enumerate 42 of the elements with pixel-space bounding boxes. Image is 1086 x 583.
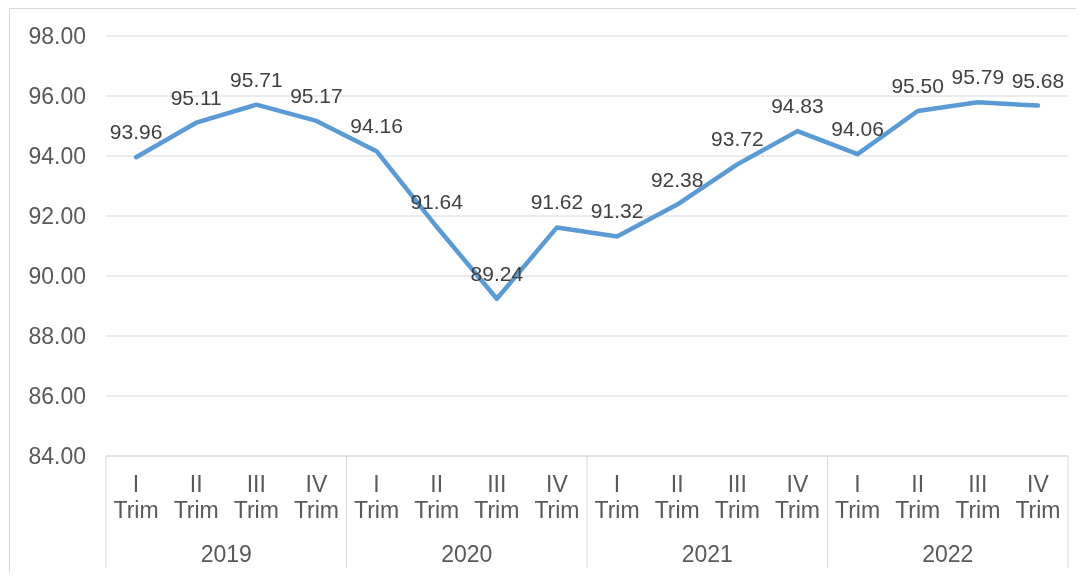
data-label: 94.83 bbox=[771, 94, 824, 118]
text: 2019 bbox=[200, 541, 252, 567]
x-tick-label: II Trim bbox=[173, 471, 219, 523]
data-label: 95.17 bbox=[290, 83, 343, 107]
y-tick-label: 86.00 bbox=[28, 383, 86, 410]
x-tick-label: III Trim bbox=[474, 471, 520, 523]
x-tick-label: IV Trim bbox=[1015, 471, 1061, 523]
data-label: 93.96 bbox=[109, 120, 163, 144]
data-label: 91.32 bbox=[590, 199, 644, 223]
x-tick-label: IV Trim bbox=[774, 471, 820, 523]
x-tick-label: I Trim bbox=[113, 471, 159, 523]
y-tick-label: 98.00 bbox=[28, 23, 86, 50]
text: 2020 bbox=[441, 541, 493, 567]
y-tick-label: 88.00 bbox=[28, 323, 86, 350]
data-label: 93.72 bbox=[711, 127, 764, 151]
data-label: 94.16 bbox=[350, 114, 403, 138]
data-label: 94.06 bbox=[831, 117, 884, 141]
x-tick-label: I Trim bbox=[835, 471, 881, 523]
data-label: 95.71 bbox=[230, 67, 283, 91]
x-tick-label: II Trim bbox=[414, 471, 460, 523]
y-tick-label: 90.00 bbox=[28, 263, 86, 290]
x-tick-label: I Trim bbox=[354, 471, 400, 523]
data-label: 95.11 bbox=[170, 85, 222, 109]
y-tick-label: 96.00 bbox=[28, 83, 86, 110]
x-tick-label: IV Trim bbox=[534, 471, 580, 523]
data-label: 95.68 bbox=[1011, 68, 1065, 92]
y-tick-label: 92.00 bbox=[28, 203, 86, 230]
text: 2021 bbox=[681, 541, 733, 567]
x-tick-label: III Trim bbox=[233, 471, 279, 523]
data-label: 91.62 bbox=[530, 190, 584, 214]
x-tick-label: II Trim bbox=[895, 471, 941, 523]
text: 2022 bbox=[922, 541, 974, 567]
x-tick-label: I Trim bbox=[594, 471, 640, 523]
data-label: 92.38 bbox=[650, 167, 704, 191]
y-tick-label: 84.00 bbox=[28, 443, 86, 470]
data-label: 95.79 bbox=[951, 65, 1005, 89]
x-tick-label: III Trim bbox=[955, 471, 1001, 523]
x-tick-label: II Trim bbox=[654, 471, 700, 523]
data-label: 95.50 bbox=[891, 74, 944, 97]
y-tick-label: 94.00 bbox=[28, 143, 86, 170]
x-tick-label: IV Trim bbox=[293, 471, 339, 523]
x-tick-label: III Trim bbox=[714, 471, 760, 523]
